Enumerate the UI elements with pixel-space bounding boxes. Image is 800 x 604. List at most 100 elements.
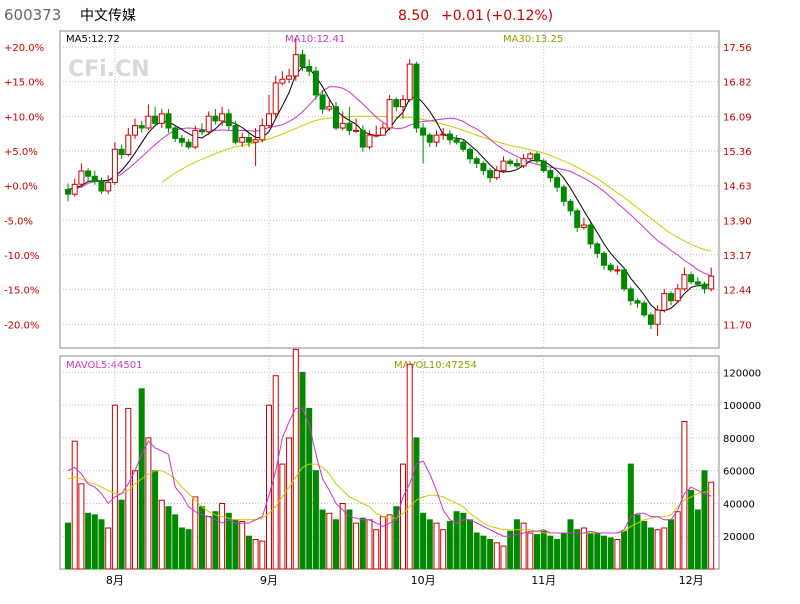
percent-tick-label: -20.0% [4, 320, 39, 331]
volume-bar [601, 535, 607, 570]
volume-bar [567, 519, 574, 570]
volume-tick-label: 100000 [723, 401, 761, 412]
volume-bar [245, 535, 252, 570]
candle-body [185, 141, 192, 148]
volume-bar [118, 499, 125, 570]
percent-tick-label: +5.0% [4, 147, 38, 158]
volume-bar [98, 519, 105, 570]
candle-body [580, 224, 587, 228]
candle-body [245, 137, 252, 143]
volume-bar [701, 470, 708, 570]
volume-bar [91, 514, 98, 570]
candle-body [272, 82, 279, 115]
candle-body [487, 170, 494, 179]
candle-body [708, 275, 715, 290]
volume-bar [353, 522, 360, 570]
volume-bar [420, 512, 427, 570]
volume-bar [574, 529, 581, 570]
candle-body [172, 127, 179, 139]
candle-body [65, 189, 71, 195]
percent-tick-label: -10.0% [4, 251, 39, 262]
candle-body [621, 269, 628, 290]
candle-body [359, 129, 366, 148]
candle-body [460, 141, 467, 150]
legend-mavol10: MAVOL10:47254 [394, 360, 477, 371]
volume-bar [500, 545, 507, 570]
candle-body [688, 274, 695, 283]
candle-body [71, 183, 78, 195]
volume-bar [520, 522, 527, 570]
candle-body [701, 283, 708, 290]
candle-body [694, 281, 701, 285]
price-tick-label: 16.82 [723, 78, 752, 89]
volume-bar [614, 539, 621, 570]
volume-bar [125, 407, 132, 570]
volume-bar [641, 521, 648, 570]
volume-bar [560, 532, 567, 570]
candle-body [607, 264, 614, 271]
candle-body [513, 163, 520, 167]
volume-bar [379, 516, 386, 570]
price-tick-label: 13.90 [723, 216, 752, 227]
candle-body [286, 75, 293, 80]
candle-body [158, 113, 165, 124]
month-tick-label: 8月 [106, 574, 124, 587]
candle-body [500, 160, 507, 172]
volume-bar [554, 539, 561, 570]
candle-body [279, 78, 286, 84]
month-tick-label: 10月 [411, 574, 436, 587]
volume-layer [65, 348, 715, 570]
volume-bar [453, 511, 460, 570]
candle-body [346, 122, 353, 131]
candle-body [266, 113, 272, 127]
price-panel-frame [59, 30, 720, 349]
price-tick-label: 14.63 [723, 182, 752, 193]
volume-bar [621, 530, 628, 570]
candle-body [406, 63, 413, 101]
candle-body [520, 158, 527, 167]
volume-bar [172, 514, 179, 570]
candle-body [446, 133, 453, 141]
candle-body [78, 170, 85, 185]
candle-body [326, 106, 333, 110]
candle-body [601, 252, 607, 266]
volume-bar [85, 512, 92, 570]
volume-bar [158, 499, 165, 570]
candle-body [560, 186, 567, 202]
candlestick-layer [65, 38, 715, 337]
candle-body [339, 122, 346, 129]
candle-body [145, 115, 152, 129]
candle-body [152, 115, 159, 124]
candle-body [386, 99, 393, 129]
volume-bar [346, 509, 353, 570]
candle-body [647, 314, 654, 325]
volume-bar [413, 437, 420, 570]
price-tick-label: 13.17 [723, 251, 752, 262]
candle-body [299, 54, 306, 68]
candle-body [540, 160, 547, 172]
volume-bar [373, 529, 380, 570]
volume-bar [212, 511, 219, 570]
percent-tick-label: -5.0% [4, 216, 33, 227]
candle-body [641, 302, 648, 316]
candle-body [379, 127, 386, 136]
month-tick-label: 12月 [679, 574, 704, 587]
price-tick-label: 17.56 [723, 43, 752, 54]
volume-bar [674, 511, 681, 570]
candle-body [118, 148, 125, 156]
volume-bar [259, 540, 266, 570]
volume-bar [708, 481, 715, 570]
candle-body [199, 129, 205, 133]
price-tick-label: 11.70 [723, 320, 752, 331]
candle-body [453, 139, 460, 143]
candle-body [574, 210, 581, 228]
candle-body [225, 113, 232, 127]
candle-body [627, 288, 634, 302]
month-tick-label: 11月 [531, 574, 556, 587]
volume-bar [487, 539, 494, 570]
percent-tick-label: -15.0% [4, 285, 39, 296]
volume-bar [326, 512, 333, 570]
candle-body [440, 133, 447, 136]
volume-bar [694, 509, 701, 570]
